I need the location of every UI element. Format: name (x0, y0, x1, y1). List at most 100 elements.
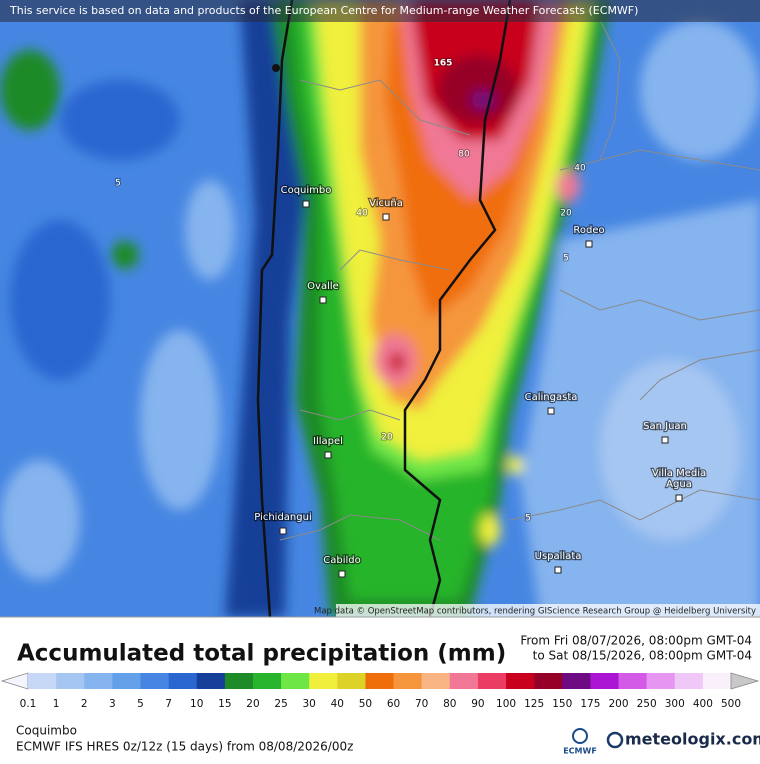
legend-swatch (365, 673, 394, 689)
legend-label: 400 (693, 698, 713, 710)
precip-field (0, 0, 760, 617)
title: Accumulated total precipitation (mm) (17, 641, 506, 667)
contour-label: 165 (434, 59, 453, 69)
place-name: Uspallata (535, 551, 582, 562)
contour-label: 80 (458, 150, 470, 160)
legend-label: 125 (524, 698, 544, 710)
legend-label: 300 (665, 698, 685, 710)
place-name: Ovalle (307, 281, 339, 292)
legend-swatch (140, 673, 169, 689)
legend-label: 5 (137, 698, 144, 710)
legend-swatch (674, 673, 704, 689)
legend-label: 0.1 (20, 698, 37, 710)
legend-label: 25 (274, 698, 287, 710)
legend-label: 200 (608, 698, 628, 710)
place-marker (675, 494, 683, 502)
legend-swatch (252, 673, 282, 689)
place-name: Calingasta (525, 392, 578, 403)
legend-swatch (477, 673, 507, 689)
contour-labels: 165 80 40 20 5 40 5 20 5 (114, 58, 587, 525)
legend-label: 40 (331, 698, 344, 710)
legend-above-arrow (730, 672, 760, 690)
legend-swatch (449, 673, 479, 689)
legend-label: 80 (443, 698, 456, 710)
place-name: Vicuña (369, 198, 403, 209)
place-marker (338, 570, 346, 578)
contour-label: 5 (525, 514, 531, 524)
place-name: Pichidangui (254, 512, 311, 523)
place-marker (547, 407, 555, 415)
contour-label: 40 (574, 164, 586, 174)
place-labels: Coquimbo Vicuña Rodeo Ovalle Calingasta San J… (253, 184, 707, 578)
footer-model: ECMWF IFS HRES 0z/12z (15 days) from 08/… (16, 740, 353, 754)
place-marker (661, 436, 669, 444)
ecmwf-text: ECMWF (563, 747, 597, 756)
period-from: From Fri 08/07/2026, 08:00pm GMT-04 (520, 634, 752, 648)
place-name: Cabildo (323, 555, 360, 566)
place-name: San Juan (643, 421, 687, 432)
place-name: Villa Media (652, 468, 706, 479)
legend-swatch (393, 673, 422, 689)
province-borders (279, 19, 760, 541)
legend-swatch (618, 673, 647, 689)
attribution-box (336, 604, 760, 617)
legend-label: 3 (109, 698, 116, 710)
contour-label: 40 (356, 209, 368, 219)
place-name: Agua (666, 479, 692, 490)
legend-swatch (224, 673, 254, 689)
legend-label: 1 (53, 698, 60, 710)
legend-below-arrow (0, 672, 29, 690)
legend: 0.1 1 2 3 5 7 10 15 20 25 30 40 50 60 70 80 90 100 125 150 1… (0, 672, 760, 710)
place-name: Coquimbo (281, 185, 332, 196)
legend-label: 250 (637, 698, 657, 710)
legend-label: 50 (359, 698, 372, 710)
contour-label: 20 (560, 209, 572, 219)
meteologix-text: meteologix.com (625, 730, 760, 749)
legend-label: 175 (580, 698, 600, 710)
station-dot (272, 64, 280, 72)
legend-label: 10 (190, 698, 203, 710)
legend-swatch (196, 673, 226, 689)
legend-swatch (168, 673, 198, 689)
place-marker (585, 240, 593, 248)
legend-swatch (590, 673, 619, 689)
place-marker (324, 451, 332, 459)
legend-swatch (281, 673, 310, 689)
legend-swatch (646, 673, 676, 689)
place-name: Illapel (313, 436, 343, 447)
footer-location: Coquimbo (16, 724, 77, 738)
place-marker (554, 566, 562, 574)
period-to: to Sat 08/15/2026, 08:00pm GMT-04 (533, 649, 752, 663)
legend-label: 500 (721, 698, 741, 710)
map: Coquimbo Vicuña Rodeo Ovalle Calingasta San J… (0, 0, 760, 617)
legend-swatch (56, 673, 85, 689)
country-borders (256, 0, 512, 617)
place-marker (279, 527, 287, 535)
legend-label: 100 (496, 698, 516, 710)
legend-swatch (534, 673, 563, 689)
legend-swatch (337, 673, 366, 689)
place-marker (319, 296, 327, 304)
legend-swatch (506, 673, 535, 689)
legend-label: 2 (81, 698, 88, 710)
attribution: Map data © OpenStreetMap contributors, r… (314, 607, 756, 617)
legend-swatch (84, 673, 113, 689)
notice-bar (0, 0, 760, 22)
contour-label: 5 (115, 179, 121, 189)
place-name: Rodeo (573, 225, 604, 236)
place-marker (302, 200, 310, 208)
notice-text: This service is based on data and produc… (9, 4, 638, 17)
meteologix-logo: meteologix.com (606, 730, 760, 749)
contour-label: 5 (563, 254, 569, 264)
legend-label: 70 (415, 698, 428, 710)
place-marker (382, 213, 390, 221)
legend-label: 30 (303, 698, 316, 710)
legend-swatch (421, 673, 451, 689)
legend-swatch (28, 673, 57, 689)
legend-label: 90 (471, 698, 484, 710)
legend-swatch (702, 673, 732, 689)
legend-label: 15 (218, 698, 231, 710)
legend-label: 7 (165, 698, 172, 710)
